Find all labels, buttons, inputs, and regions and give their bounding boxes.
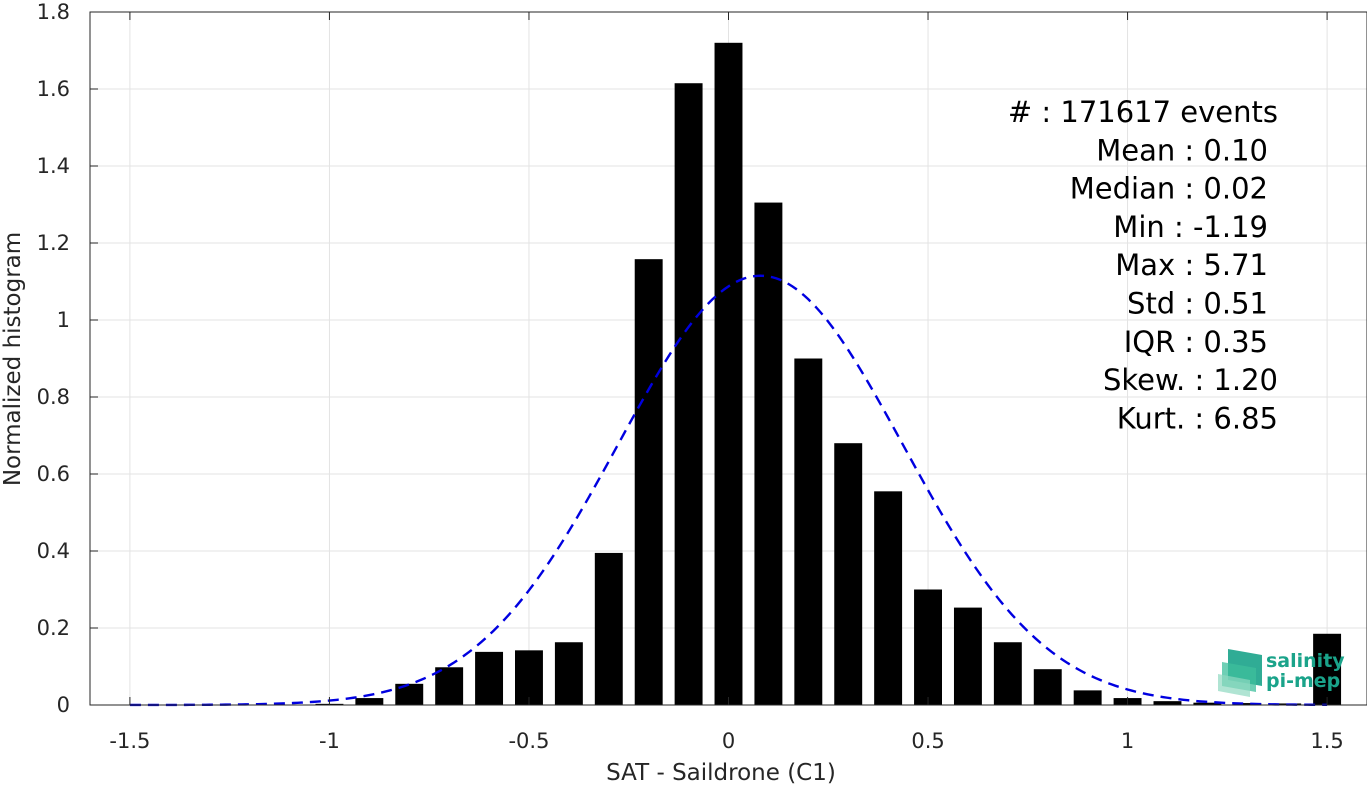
- histogram-bar: [1073, 690, 1102, 705]
- histogram-bar: [993, 642, 1022, 705]
- x-axis-label: SAT - Saildrone (C1): [606, 760, 836, 785]
- stat-line: Median : 0.02: [1070, 172, 1268, 206]
- y-tick-label: 1.2: [37, 231, 70, 255]
- y-tick-label: 0.4: [37, 539, 70, 563]
- stat-line: Mean : 0.10: [1096, 133, 1268, 167]
- histogram-bar: [794, 358, 823, 705]
- histogram-bar: [475, 651, 504, 705]
- stat-line: Skew. : 1.20: [1103, 363, 1278, 397]
- x-tick-label: 1.5: [1310, 729, 1343, 753]
- logo-line-1: salinity: [1266, 650, 1345, 672]
- stat-line: Max : 5.71: [1115, 248, 1268, 282]
- y-tick-label: 0.8: [37, 385, 70, 409]
- stat-line: Std : 0.51: [1127, 287, 1268, 321]
- histogram-bar: [435, 667, 464, 705]
- histogram-bar: [395, 683, 424, 705]
- histogram-bar: [634, 259, 663, 705]
- salinity-pi-mep-logo: salinity pi-mep: [1218, 649, 1345, 697]
- stat-line: IQR : 0.35: [1124, 325, 1268, 359]
- y-tick-label: 0.6: [37, 462, 70, 486]
- histogram-bar: [515, 650, 543, 705]
- histogram-bar: [914, 589, 942, 705]
- x-tick-label: 1: [1121, 729, 1134, 753]
- histogram-bar: [953, 607, 982, 705]
- ticks-layer: -1.5 -1 -0.5 0 0.5 1 1.5 0 0.2 0.4 0.6 0.8 1 1.2 1.4 1.…: [37, 0, 1344, 753]
- y-tick-label: 0.2: [37, 616, 70, 640]
- x-tick-label: 0.5: [911, 729, 944, 753]
- histogram-bar: [594, 552, 623, 705]
- histogram-bar: [874, 491, 903, 705]
- histogram-bar: [754, 202, 783, 705]
- x-tick-label: -0.5: [508, 729, 549, 753]
- histogram-bar: [1033, 669, 1062, 705]
- histogram-bar: [674, 83, 703, 706]
- histogram-bar: [1233, 703, 1262, 705]
- histogram-bar: [1313, 633, 1342, 705]
- bars-layer: [315, 42, 1342, 706]
- stat-line: Min : -1.19: [1113, 210, 1268, 244]
- y-axis-label: Normalized histogram: [0, 232, 26, 486]
- wave-logo-icon: [1218, 649, 1262, 697]
- stat-line: # : 171617 events: [1008, 95, 1278, 129]
- stats-box: # : 171617 events Mean : 0.10 Median : 0.0…: [1008, 95, 1278, 435]
- histogram-bar: [714, 42, 743, 706]
- histogram-bar: [554, 642, 583, 705]
- histogram-bar: [834, 443, 863, 705]
- y-tick-label: 1: [57, 308, 70, 332]
- x-tick-label: -1: [319, 729, 340, 753]
- y-tick-label: 1.4: [37, 154, 70, 178]
- y-tick-label: 1.6: [37, 77, 70, 101]
- histogram-bar: [1153, 701, 1182, 705]
- y-tick-label: 0: [57, 693, 70, 717]
- y-tick-label: 1.8: [37, 0, 70, 24]
- logo-line-2: pi-mep: [1266, 670, 1340, 692]
- stat-line: Kurt. : 6.85: [1117, 401, 1278, 435]
- x-tick-label: 0: [722, 729, 735, 753]
- histogram-bar: [1193, 702, 1222, 705]
- histogram-bar: [355, 698, 384, 705]
- x-tick-label: -1.5: [109, 729, 150, 753]
